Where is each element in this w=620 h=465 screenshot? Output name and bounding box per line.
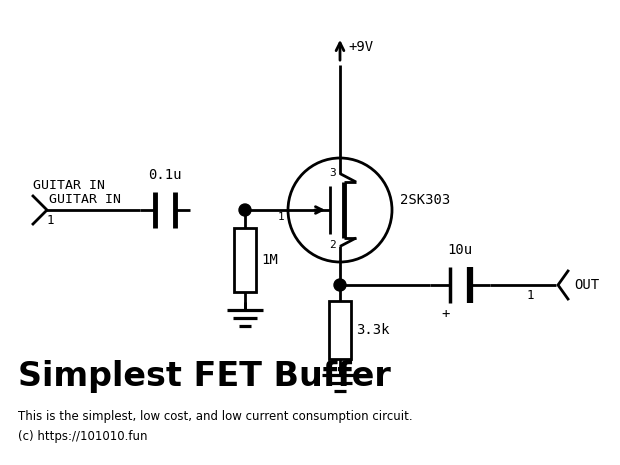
- Text: 0.1u: 0.1u: [148, 168, 182, 182]
- Text: This is the simplest, low cost, and low current consumption circuit.: This is the simplest, low cost, and low …: [18, 410, 413, 423]
- Text: 2: 2: [329, 240, 336, 250]
- Bar: [234, 228, 256, 292]
- Text: 2SK303: 2SK303: [400, 193, 450, 207]
- Text: 1: 1: [277, 212, 284, 222]
- Text: +9V: +9V: [348, 40, 373, 54]
- Text: 1: 1: [526, 289, 534, 302]
- Text: 1M: 1M: [261, 253, 278, 267]
- Text: 10u: 10u: [448, 243, 472, 257]
- Text: +: +: [442, 307, 450, 321]
- Circle shape: [334, 279, 346, 291]
- Text: GUITAR IN: GUITAR IN: [49, 193, 121, 206]
- Text: 3: 3: [329, 168, 336, 178]
- Circle shape: [239, 204, 251, 216]
- Text: Simplest FET Buffer: Simplest FET Buffer: [18, 360, 391, 393]
- Text: (c) https://101010.fun: (c) https://101010.fun: [18, 430, 148, 443]
- Bar: [329, 301, 351, 359]
- Text: OUT: OUT: [574, 278, 599, 292]
- Text: 3.3k: 3.3k: [356, 323, 389, 337]
- Text: GUITAR IN: GUITAR IN: [33, 179, 105, 192]
- Text: 1: 1: [47, 214, 55, 227]
